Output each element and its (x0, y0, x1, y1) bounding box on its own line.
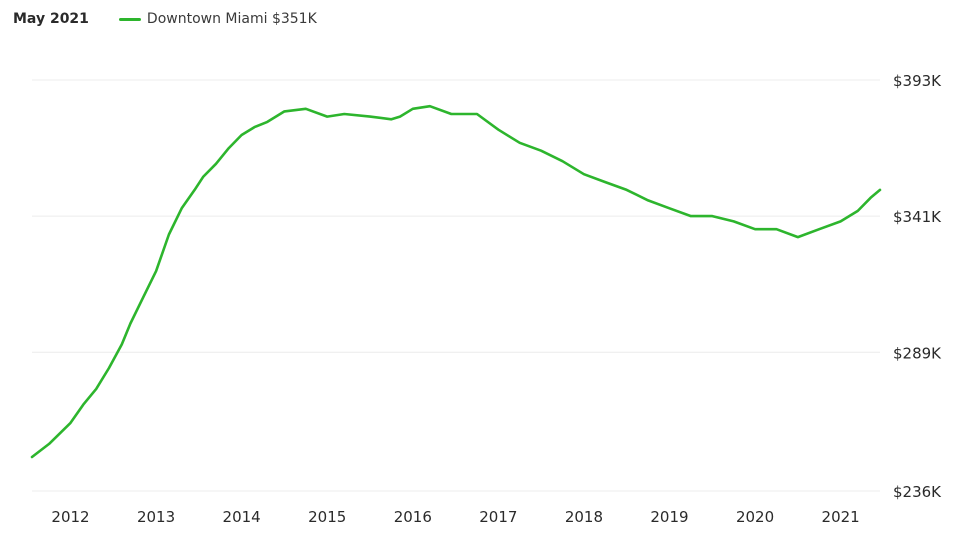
x-tick-label: 2017 (479, 508, 517, 526)
legend-series-swatch (118, 17, 141, 21)
x-tick-label: 2021 (822, 508, 860, 526)
x-tick-label: 2016 (394, 508, 432, 526)
y-tick-label: $236K (893, 483, 942, 501)
x-tick-label: 2012 (51, 508, 89, 526)
y-tick-label: $341K (893, 208, 942, 226)
x-tick-label: 2019 (650, 508, 688, 526)
x-tick-label: 2018 (565, 508, 603, 526)
x-tick-label: 2015 (308, 508, 346, 526)
legend-series-label: Downtown Miami $351K (146, 11, 317, 27)
x-tick-label: 2013 (137, 508, 175, 526)
chart-legend: May 2021 Downtown Miami $351K (13, 8, 317, 30)
x-tick-label: 2014 (223, 508, 261, 526)
series-line-downtown-miami (30, 104, 882, 459)
y-tick-label: $393K (893, 72, 942, 90)
legend-date: May 2021 (13, 11, 89, 27)
x-tick-label: 2020 (736, 508, 774, 526)
y-tick-label: $289K (893, 344, 942, 362)
